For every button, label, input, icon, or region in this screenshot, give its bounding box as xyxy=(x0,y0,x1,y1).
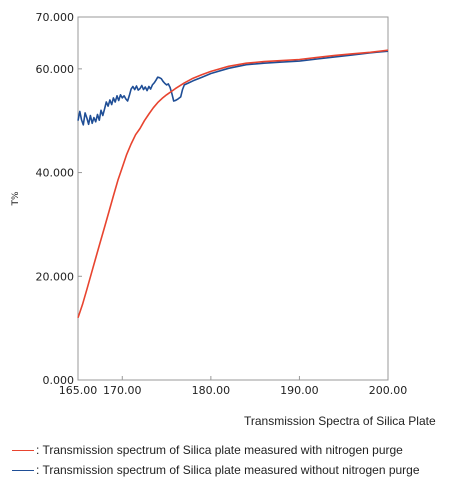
y-tick-label: 20.000 xyxy=(36,270,75,283)
y-tick-label: 70.000 xyxy=(36,11,75,24)
y-axis-label: T% xyxy=(11,191,21,206)
series-layer xyxy=(77,49,389,319)
legend-entry-without-purge: : Transmission spectrum of Silica plate … xyxy=(12,460,420,480)
legend-swatch-blue-line xyxy=(12,469,34,471)
x-tick-label: 180.00 xyxy=(192,384,231,397)
chart: 0.000 20.000 40.000 60.000 70.000 165.00 170.0… xyxy=(11,11,408,397)
plot-area xyxy=(77,16,389,381)
x-tick-label: 170.00 xyxy=(103,384,142,397)
x-tick-label: 190.00 xyxy=(280,384,319,397)
series-line-with-nitrogen-purge xyxy=(77,49,389,319)
y-tick-label: 40.000 xyxy=(36,167,75,180)
chart-title: Transmission Spectra of Silica Plate xyxy=(244,414,436,428)
x-tick-label: 200.00 xyxy=(369,384,408,397)
x-tick-label: 165.00 xyxy=(59,384,98,397)
legend-label: : Transmission spectrum of Silica plate … xyxy=(36,443,403,457)
series-line-without-nitrogen-purge xyxy=(77,50,389,126)
y-tick-label: 60.000 xyxy=(36,63,75,76)
legend-entry-with-purge: : Transmission spectrum of Silica plate … xyxy=(12,440,420,460)
legend-label: : Transmission spectrum of Silica plate … xyxy=(36,463,420,477)
legend-swatch-red-line xyxy=(12,449,34,451)
legend: : Transmission spectrum of Silica plate … xyxy=(12,440,420,480)
axes: 0.000 20.000 40.000 60.000 70.000 165.00 170.0… xyxy=(36,11,408,397)
y-tick-label: 0.000 xyxy=(43,374,75,387)
